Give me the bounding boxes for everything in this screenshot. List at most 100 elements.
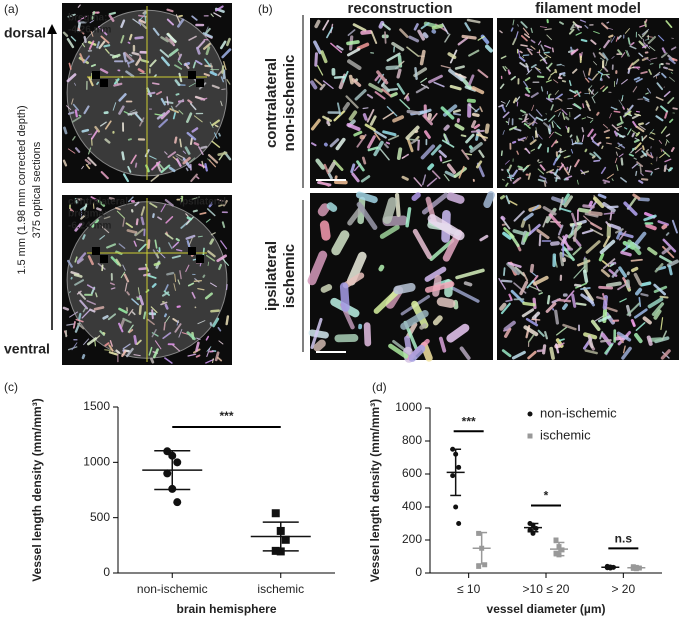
vessel-texture bbox=[316, 65, 324, 76]
vessel-texture bbox=[655, 96, 664, 101]
vessel-texture bbox=[507, 261, 522, 268]
vessel-texture bbox=[440, 106, 455, 120]
vessel-texture bbox=[528, 113, 536, 120]
vessel-texture bbox=[386, 106, 398, 117]
vessel-texture bbox=[317, 203, 330, 217]
row-label: ischemic bbox=[281, 244, 298, 308]
vessel-texture bbox=[576, 27, 580, 31]
vessel-texture bbox=[184, 146, 191, 155]
vessel-texture bbox=[639, 165, 642, 173]
vessel-texture bbox=[315, 158, 326, 170]
vessel-texture bbox=[184, 62, 190, 69]
vessel-texture bbox=[135, 57, 142, 66]
vessel-texture bbox=[621, 346, 632, 360]
vessel-texture bbox=[471, 112, 480, 117]
vessel-texture bbox=[408, 138, 420, 142]
vessel-texture bbox=[508, 126, 517, 131]
vessel-texture bbox=[420, 144, 436, 160]
vessel-texture bbox=[525, 136, 528, 141]
vessel-texture bbox=[547, 75, 551, 80]
label: bregma: bbox=[68, 209, 107, 220]
vessel-texture bbox=[551, 121, 554, 128]
vessel-texture bbox=[142, 10, 147, 15]
vessel-texture bbox=[188, 81, 198, 88]
vessel-texture bbox=[172, 112, 176, 120]
vessel-texture bbox=[512, 140, 517, 144]
vessel-texture bbox=[519, 62, 527, 68]
vessel-texture bbox=[176, 248, 183, 252]
vessel-texture bbox=[131, 311, 136, 316]
vessel-texture bbox=[526, 47, 533, 51]
vessel-texture bbox=[568, 28, 575, 35]
vessel-texture bbox=[382, 111, 395, 120]
vessel-texture bbox=[109, 340, 113, 347]
vessel-texture bbox=[164, 198, 174, 207]
image-bg bbox=[310, 18, 493, 188]
vessel-texture bbox=[172, 241, 179, 249]
vessel-texture bbox=[444, 33, 451, 43]
vessel-texture bbox=[356, 201, 378, 230]
vessel-texture bbox=[127, 138, 132, 141]
vessel-texture bbox=[510, 27, 514, 32]
vessel-texture bbox=[166, 271, 175, 276]
vessel-texture bbox=[138, 20, 148, 30]
y-tick-label: 1000 bbox=[395, 400, 422, 414]
vessel-texture bbox=[502, 66, 507, 72]
vessel-texture bbox=[544, 53, 552, 59]
vessel-texture bbox=[643, 42, 651, 50]
vessel-texture bbox=[535, 109, 543, 117]
vessel-texture bbox=[386, 52, 401, 62]
vessel-texture bbox=[189, 137, 193, 146]
vessel-texture bbox=[478, 149, 485, 158]
vessel-texture bbox=[163, 322, 166, 331]
vessel-texture bbox=[633, 139, 640, 143]
vessel-texture bbox=[108, 344, 114, 352]
vessel-texture bbox=[121, 350, 127, 358]
vessel-texture bbox=[373, 140, 384, 157]
vessel-texture bbox=[149, 155, 157, 160]
vessel-texture bbox=[649, 128, 655, 135]
vessel-texture bbox=[600, 57, 605, 61]
vessel-texture bbox=[611, 56, 615, 59]
vessel-texture bbox=[74, 279, 85, 286]
vessel-texture bbox=[590, 39, 597, 45]
vessel-texture bbox=[503, 327, 512, 338]
vessel-texture bbox=[175, 14, 181, 24]
vessel-texture bbox=[555, 93, 563, 100]
vessel-texture bbox=[460, 134, 467, 138]
label: -6.24 mm bbox=[68, 221, 111, 232]
vessel-texture bbox=[476, 133, 488, 139]
vessel-texture bbox=[182, 150, 187, 154]
vessel-texture bbox=[366, 93, 374, 99]
vessel-texture bbox=[104, 120, 112, 130]
vessel-texture bbox=[598, 285, 614, 290]
vessel-texture bbox=[214, 132, 218, 139]
vessel-texture bbox=[596, 296, 607, 301]
vessel-texture bbox=[557, 224, 564, 236]
vessel-texture bbox=[76, 290, 82, 295]
vessel-texture bbox=[220, 240, 228, 250]
vessel-texture bbox=[164, 357, 173, 364]
vessel-texture bbox=[653, 309, 662, 320]
vessel-texture bbox=[593, 30, 600, 34]
column-title: filament model bbox=[535, 0, 641, 17]
vessel-texture bbox=[522, 27, 530, 36]
vessel-texture bbox=[368, 82, 384, 93]
vessel-texture bbox=[624, 127, 628, 130]
vessel-texture bbox=[327, 173, 333, 180]
vessel-texture bbox=[137, 287, 140, 295]
vessel-texture bbox=[582, 269, 589, 283]
vessel-texture bbox=[471, 86, 485, 95]
vessel-texture bbox=[218, 340, 224, 345]
vessel-texture bbox=[661, 224, 668, 230]
vessel-texture bbox=[399, 99, 411, 110]
vessel-texture bbox=[99, 235, 106, 240]
vessel-texture bbox=[441, 139, 455, 148]
vessel-texture bbox=[320, 284, 333, 293]
vessel-texture bbox=[104, 48, 110, 54]
vessel-texture bbox=[216, 198, 224, 202]
vessel-texture bbox=[592, 91, 599, 98]
vessel-texture bbox=[659, 295, 669, 299]
vessel-texture bbox=[571, 293, 577, 308]
